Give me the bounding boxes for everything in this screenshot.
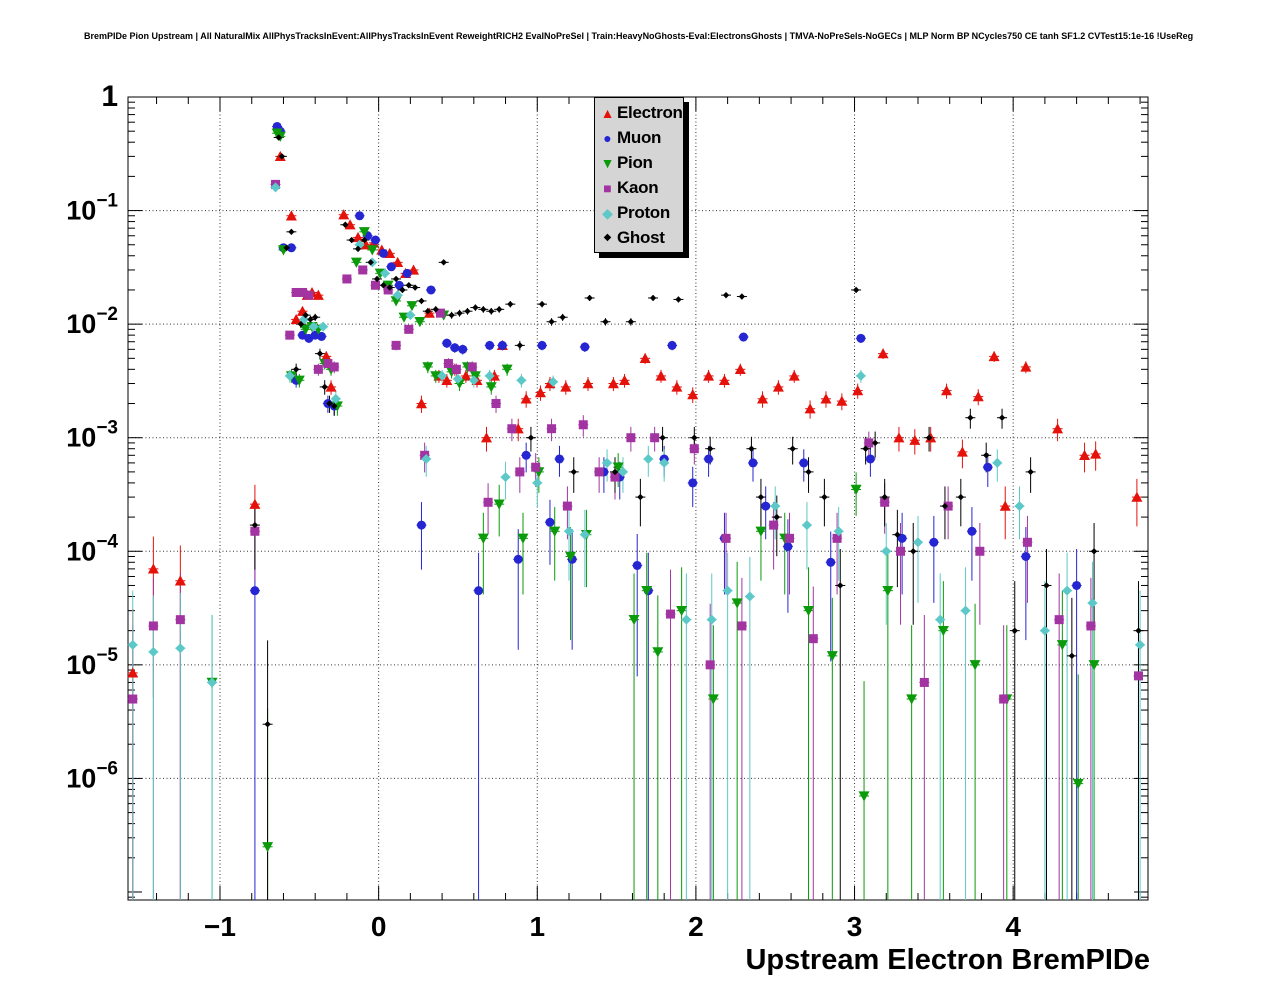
legend-entry-electron: ▲ Electron (598, 100, 683, 125)
svg-text:10−3: 10−3 (66, 418, 118, 453)
diamond-marker-icon: ◆ (603, 231, 612, 243)
error-bars-proton (127, 186, 1146, 900)
triangle-up-marker-icon: ▲ (600, 104, 615, 121)
svg-text:10−5: 10−5 (66, 645, 118, 680)
axis-labels: −1 0 1 2 3 4 1 10−1 10−2 10−3 10−4 10−5 10−6 (66, 80, 1021, 942)
data-points (127, 121, 1146, 853)
legend-label-muon: Muon (617, 127, 662, 147)
legend-label-ghost: Ghost (617, 227, 665, 247)
triangle-down-marker-icon: ▼ (600, 154, 615, 171)
diamond-marker-icon: ◆ (602, 204, 613, 221)
svg-text:1: 1 (529, 911, 545, 942)
legend-entry-proton: ◆ Proton (598, 200, 683, 225)
svg-text:10−2: 10−2 (66, 304, 118, 339)
svg-text:10−6: 10−6 (66, 758, 118, 793)
error-bars-electron (127, 155, 1142, 900)
legend-label-electron: Electron (617, 102, 683, 122)
legend-entry-kaon: ■ Kaon (598, 175, 683, 200)
svg-text:0: 0 (371, 911, 387, 942)
svg-text:3: 3 (847, 911, 863, 942)
legend-entry-muon: ● Muon (598, 125, 683, 150)
svg-text:4: 4 (1005, 911, 1021, 942)
square-marker-icon: ■ (603, 179, 612, 196)
legend: ▲ Electron ● Muon ▼ Pion ■ Kaon ◆ Proton ◆ Ghost (594, 97, 684, 253)
legend-entry-pion: ▼ Pion (598, 150, 683, 175)
legend-label-pion: Pion (617, 152, 653, 172)
gridlines (128, 97, 1148, 900)
error-bars-kaon (127, 183, 1144, 900)
series-proton (127, 182, 1146, 688)
legend-label-kaon: Kaon (617, 177, 659, 197)
svg-text:1: 1 (101, 80, 118, 113)
plot-title: BremPIDe Pion Upstream | All NaturalMix … (84, 31, 1194, 41)
legend-label-proton: Proton (617, 202, 670, 222)
svg-text:10−4: 10−4 (66, 531, 118, 566)
circle-marker-icon: ● (603, 129, 612, 146)
legend-entry-ghost: ◆ Ghost (598, 225, 683, 250)
svg-text:2: 2 (688, 911, 704, 942)
series-kaon (128, 179, 1143, 704)
x-axis-title: Upstream Electron BremPIDe (745, 944, 1150, 976)
series-ghost (251, 134, 1142, 728)
svg-text:−1: −1 (204, 911, 236, 942)
svg-text:10−1: 10−1 (66, 191, 118, 226)
series-muon (250, 121, 1082, 596)
